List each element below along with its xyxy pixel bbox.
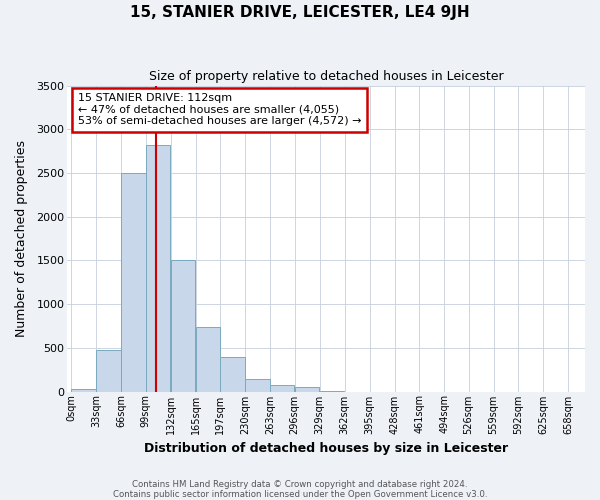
Title: Size of property relative to detached houses in Leicester: Size of property relative to detached ho… — [149, 70, 503, 83]
Bar — [171, 260, 196, 392]
Bar — [196, 327, 220, 392]
Y-axis label: Number of detached properties: Number of detached properties — [15, 140, 28, 337]
Bar — [295, 387, 319, 392]
Bar — [121, 173, 146, 392]
Text: 15, STANIER DRIVE, LEICESTER, LE4 9JH: 15, STANIER DRIVE, LEICESTER, LE4 9JH — [130, 5, 470, 20]
X-axis label: Distribution of detached houses by size in Leicester: Distribution of detached houses by size … — [144, 442, 508, 455]
Bar — [146, 145, 170, 392]
Bar — [96, 350, 121, 392]
Bar — [245, 379, 269, 392]
Bar — [71, 390, 95, 392]
Bar — [220, 358, 245, 392]
Bar — [270, 385, 295, 392]
Text: 15 STANIER DRIVE: 112sqm
← 47% of detached houses are smaller (4,055)
53% of sem: 15 STANIER DRIVE: 112sqm ← 47% of detach… — [77, 93, 361, 126]
Text: Contains HM Land Registry data © Crown copyright and database right 2024.
Contai: Contains HM Land Registry data © Crown c… — [113, 480, 487, 499]
